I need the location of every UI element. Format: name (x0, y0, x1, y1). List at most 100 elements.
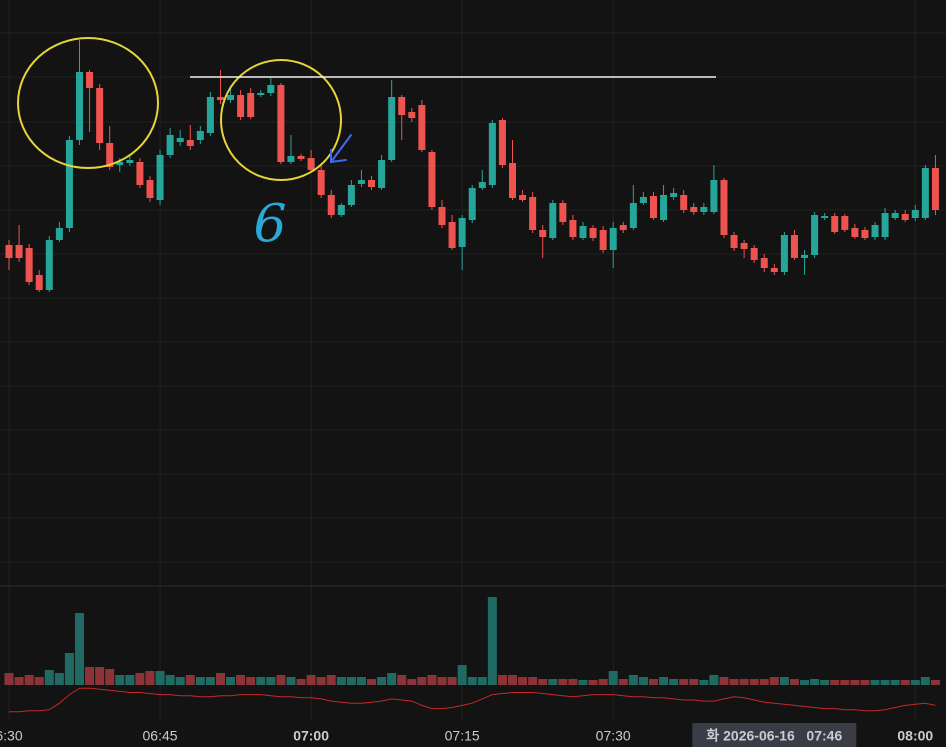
volume-bar (105, 669, 115, 685)
volume-bar (538, 679, 548, 685)
candle-body (931, 168, 939, 210)
candle-body (529, 197, 537, 230)
candle-body (45, 240, 53, 290)
candle-body (307, 158, 315, 170)
volume-bar (759, 679, 769, 685)
volume-bar (689, 679, 699, 685)
candle-body (86, 72, 94, 88)
candle-body (35, 275, 43, 290)
candle-body (216, 97, 224, 100)
x-axis: 6:30 06:45 07:00 07:15 07:30 화 2026-06-16 07:… (0, 723, 933, 747)
candle-body (166, 135, 174, 155)
candle-body (96, 88, 104, 143)
volume-bar (699, 680, 709, 685)
volume-bar (669, 679, 679, 685)
volume-bar (870, 680, 880, 685)
candle-body (559, 203, 567, 222)
volume-bar (296, 679, 306, 685)
candle-body (317, 170, 325, 195)
volume-bar (890, 680, 900, 685)
volume-bar (115, 675, 125, 685)
candle-body (488, 123, 496, 185)
volume-bar (508, 675, 517, 685)
volume-bar (135, 673, 145, 685)
volume-bar (769, 677, 779, 685)
candle-body (861, 230, 869, 238)
candle-body (136, 162, 144, 185)
candle-body (569, 220, 577, 237)
volume-bar (638, 677, 648, 685)
candle-body (206, 97, 214, 133)
arrow (330, 134, 352, 164)
candle-body (609, 228, 617, 250)
volume-bar (367, 679, 377, 685)
volume-bar (588, 680, 598, 685)
volume-bar (417, 677, 427, 685)
highlight-circle (220, 59, 342, 181)
candle-body (468, 188, 476, 220)
candle-body (710, 180, 718, 212)
volume-bar (226, 677, 236, 685)
volume-bar (608, 671, 618, 685)
volume-bar (548, 679, 558, 685)
candle-body (408, 112, 416, 118)
candle-body (750, 248, 758, 260)
highlight-circle (17, 37, 159, 169)
volume-bar (356, 677, 366, 685)
candle-body (418, 105, 426, 150)
candle-body (25, 248, 33, 282)
candle-body (519, 195, 527, 200)
candle-body (599, 230, 607, 250)
volume-bar (749, 679, 759, 685)
volume-bar (195, 677, 205, 685)
volume-bar (64, 653, 74, 685)
candle-body (780, 235, 788, 272)
volume-bar (165, 675, 175, 685)
candle-body (700, 207, 708, 212)
volume-bar (387, 673, 397, 685)
candle-body (649, 196, 657, 218)
volume-bar (558, 679, 568, 685)
volume-bar (306, 675, 316, 685)
volume-bar (467, 677, 477, 685)
volume-bar (850, 680, 860, 685)
candle-body (186, 140, 194, 146)
candle-body (801, 255, 809, 258)
candle-body (891, 213, 899, 218)
candle-body (498, 120, 506, 165)
volume-bar (326, 675, 336, 685)
volume-bar (155, 671, 165, 685)
volume-bar (800, 680, 810, 685)
volume-bar (4, 673, 14, 685)
candle-body (871, 225, 879, 237)
volume-bar (377, 677, 387, 685)
volume-bar (427, 675, 437, 685)
candle-body (811, 215, 819, 255)
candle-body (881, 213, 889, 237)
candle-body (619, 225, 627, 230)
volume-bar (437, 677, 447, 685)
volume-bar (125, 675, 135, 685)
candle-body (398, 97, 406, 115)
candle-body (760, 258, 768, 268)
volume-bar (236, 675, 246, 685)
volume-bar (74, 613, 84, 685)
volume-bar (628, 675, 638, 685)
candle-body (448, 222, 456, 248)
volume-bar (568, 679, 578, 685)
annotation: 6 (253, 195, 286, 255)
volume-bar (830, 680, 840, 685)
candle-body (428, 152, 436, 207)
volume-bar (407, 679, 417, 685)
candle-body (478, 182, 486, 188)
x-tick-label: 07:15 (445, 728, 480, 744)
candle-body (841, 216, 849, 230)
volume-bar (215, 673, 225, 685)
volume-bar (95, 667, 105, 685)
volume-bar (810, 679, 820, 685)
volume-bar (14, 677, 24, 685)
volume-bar (346, 677, 356, 685)
x-tick-label: 06:45 (143, 728, 178, 744)
